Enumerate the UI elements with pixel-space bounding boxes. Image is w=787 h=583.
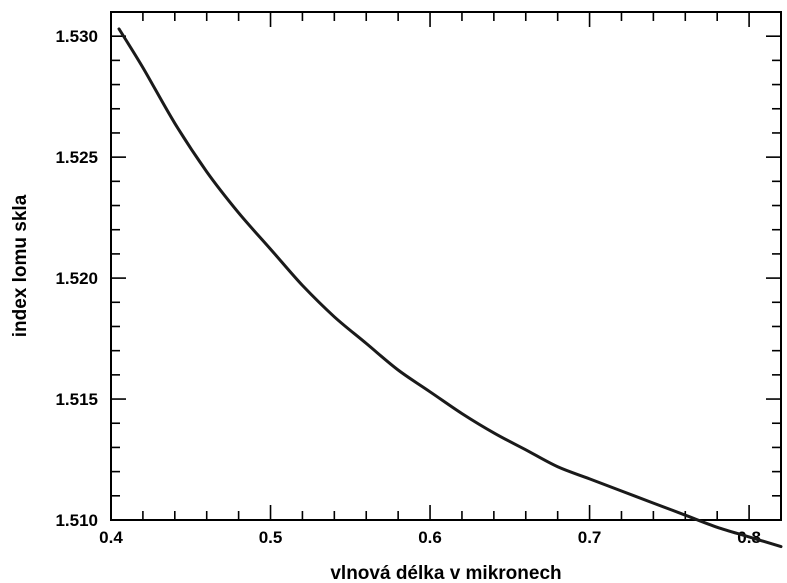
x-axis-title: vlnová délka v mikronech [330, 563, 561, 583]
x-tick-label: 0.6 [418, 528, 442, 547]
plot-frame [110, 11, 782, 521]
x-tick-label: 0.4 [99, 528, 123, 547]
y-tick-label: 1.525 [55, 148, 98, 167]
ticks [110, 11, 782, 521]
y-tick-label: 1.510 [55, 511, 98, 530]
y-tick-label: 1.515 [55, 390, 98, 409]
y-tick-label: 1.530 [55, 27, 98, 46]
series-line [117, 27, 783, 549]
y-tick-label: 1.520 [55, 269, 98, 288]
y-axis-title: index lomu skla [10, 194, 31, 337]
x-tick-label: 0.7 [578, 528, 602, 547]
x-tick-label: 0.5 [259, 528, 283, 547]
